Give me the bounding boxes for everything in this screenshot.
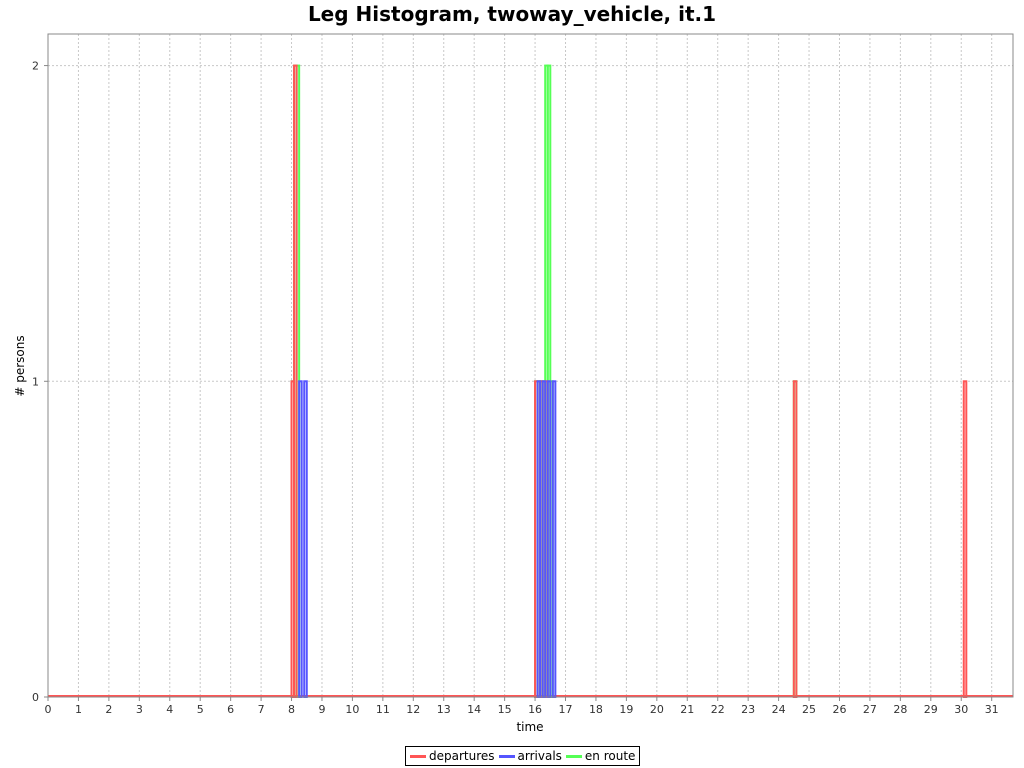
legend-label: arrivals [517, 749, 562, 763]
chart-title: Leg Histogram, twoway_vehicle, it.1 [307, 2, 717, 26]
x-tick-label: 6 [227, 703, 234, 716]
x-tick-label: 1 [75, 703, 82, 716]
x-tick-label: 5 [197, 703, 204, 716]
x-tick-label: 22 [711, 703, 725, 716]
x-tick-label: 14 [467, 703, 481, 716]
x-tick-label: 12 [406, 703, 420, 716]
histogram-bar [551, 380, 557, 698]
y-tick-label: 2 [32, 60, 39, 73]
x-tick-label: 28 [893, 703, 907, 716]
grid-layer [48, 34, 1013, 697]
legend-swatch [410, 754, 426, 758]
x-tick-label: 13 [437, 703, 451, 716]
legend-swatch [498, 754, 515, 758]
histogram-bar [541, 380, 547, 698]
x-tick-label: 15 [498, 703, 512, 716]
x-tick-label: 20 [650, 703, 664, 716]
x-axis-label: time [516, 720, 543, 734]
legend-swatch [565, 754, 582, 758]
legend-label: en route [584, 749, 636, 763]
x-axis-ticks: 0 1 2 3 4 5 6 7 8 9 10 11 12 13 14 15 16 17 18 19 20 21 22 23 24… [45, 697, 999, 716]
x-tick-label: 25 [802, 703, 816, 716]
x-tick-label: 16 [528, 703, 542, 716]
x-tick-label: 19 [619, 703, 633, 716]
histogram-bar [792, 380, 798, 698]
histogram-bar [303, 380, 308, 698]
histogram-bar [536, 380, 542, 698]
x-tick-label: 9 [318, 703, 325, 716]
x-tick-label: 21 [680, 703, 694, 716]
y-axis-label: # persons [13, 335, 27, 396]
x-tick-label: 27 [863, 703, 877, 716]
y-axis-ticks: 0 1 2 [32, 60, 48, 704]
x-tick-label: 2 [105, 703, 112, 716]
x-tick-label: 31 [985, 703, 999, 716]
x-tick-label: 0 [45, 703, 52, 716]
legend-item: arrivals [498, 749, 562, 763]
x-tick-label: 24 [772, 703, 786, 716]
x-tick-label: 4 [166, 703, 173, 716]
x-tick-label: 17 [559, 703, 573, 716]
x-tick-label: 23 [741, 703, 755, 716]
y-tick-label: 0 [32, 691, 39, 704]
x-tick-label: 30 [954, 703, 968, 716]
x-tick-label: 29 [924, 703, 938, 716]
x-tick-label: 7 [258, 703, 265, 716]
x-tick-label: 3 [136, 703, 143, 716]
legend-label: departures [429, 749, 495, 763]
legend: departures arrivals en route [405, 746, 641, 766]
legend-item: departures [410, 749, 495, 763]
x-tick-label: 11 [376, 703, 390, 716]
histogram-bar [962, 380, 968, 698]
histogram-bar [298, 380, 303, 698]
histogram-bar [293, 64, 298, 699]
plot-frame [47, 33, 1014, 698]
x-tick-label: 18 [589, 703, 603, 716]
y-tick-label: 1 [32, 375, 39, 388]
x-tick-label: 8 [288, 703, 295, 716]
histogram-bar [546, 380, 552, 698]
legend-item: en route [565, 749, 636, 763]
x-tick-label: 26 [832, 703, 846, 716]
x-tick-label: 10 [345, 703, 359, 716]
